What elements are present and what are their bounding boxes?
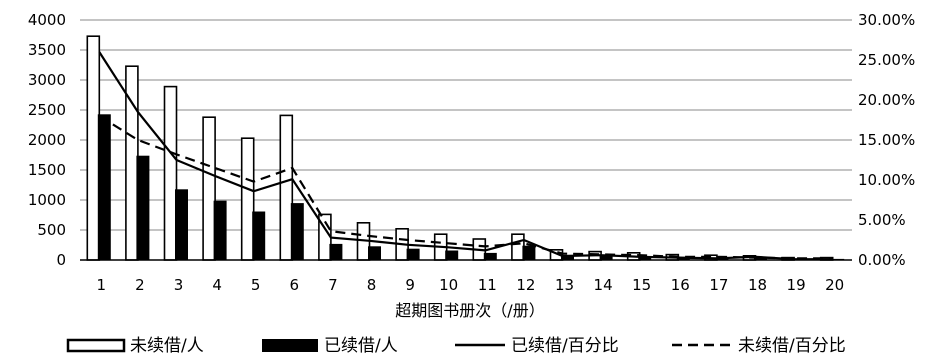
legend-label: 已续借/百分比 <box>511 336 619 356</box>
x-tick-label: 11 <box>478 276 497 294</box>
x-tick-label: 3 <box>174 276 184 294</box>
left-tick-label: 1000 <box>28 191 66 209</box>
legend-label: 已续借/人 <box>324 336 398 356</box>
series-lines <box>98 51 833 261</box>
bar-unrenewed <box>86 35 101 261</box>
bar-renewed <box>522 245 536 261</box>
x-tick-label: 1 <box>97 276 107 294</box>
bar-renewed <box>97 114 111 261</box>
x-tick-label: 14 <box>594 276 613 294</box>
legend-label: 未续借/百分比 <box>738 336 846 356</box>
left-tick-label: 2500 <box>28 101 66 119</box>
x-tick-label: 16 <box>671 276 690 294</box>
left-tick-label: 3500 <box>28 41 66 59</box>
right-tick-label: 30.00% <box>858 11 915 29</box>
bar-unrenewed <box>279 114 294 261</box>
legend-swatch-solid <box>262 339 318 352</box>
left-tick-label: 1500 <box>28 161 66 179</box>
right-tick-label: 10.00% <box>858 171 915 189</box>
x-tick-label: 12 <box>516 276 535 294</box>
x-tick-label: 18 <box>748 276 767 294</box>
right-axis-ticks: 0.00% 5.00% 10.00% 15.00% 20.00% 25.00% 30.00% <box>858 11 915 269</box>
bar-renewed <box>175 189 188 261</box>
bar-unrenewed <box>240 137 255 261</box>
bar-renewed <box>329 243 343 261</box>
x-tick-label: 6 <box>290 276 300 294</box>
bar-unrenewed <box>163 85 178 261</box>
legend-swatch-hollow <box>66 338 126 353</box>
bar-renewed <box>368 246 381 261</box>
left-tick-label: 3000 <box>28 71 66 89</box>
left-axis-ticks: 0 500 1000 1500 2000 2500 3000 3500 4000 <box>28 11 66 269</box>
x-tick-label: 13 <box>555 276 574 294</box>
x-tick-label: 19 <box>787 276 806 294</box>
legend: 未续借/人 已续借/人 已续借/百分比 未续借/百分比 <box>66 336 846 356</box>
right-tick-label: 25.00% <box>858 51 915 69</box>
left-tick-label: 4000 <box>28 11 66 29</box>
bar-renewed <box>136 155 150 261</box>
x-tick-label: 15 <box>632 276 651 294</box>
bar-renewed <box>445 250 459 261</box>
left-tick-label: 0 <box>56 251 66 269</box>
x-tick-label: 17 <box>709 276 728 294</box>
bar-renewed <box>252 211 266 261</box>
bar-renewed <box>483 252 497 261</box>
bar-renewed <box>406 248 420 261</box>
x-tick-label: 2 <box>135 276 145 294</box>
bar-unrenewed <box>202 116 216 261</box>
line-renewed-percent <box>98 51 833 261</box>
x-tick-label: 4 <box>212 276 222 294</box>
right-tick-label: 20.00% <box>858 91 915 109</box>
grid-lines <box>80 19 852 231</box>
bars <box>86 35 845 261</box>
line-unrenewed-percent <box>98 115 833 260</box>
legend-label: 未续借/人 <box>130 336 204 356</box>
x-axis-label: 超期图书册次（/册） <box>395 301 544 320</box>
left-tick-label: 500 <box>37 221 66 239</box>
x-axis-ticks: 1 2 3 4 5 6 7 8 9 10 11 12 13 14 15 16 17 18 19 20 <box>97 276 845 294</box>
x-tick-label: 5 <box>251 276 261 294</box>
bar-renewed <box>213 200 227 261</box>
x-tick-label: 8 <box>367 276 377 294</box>
bar-unrenewed <box>511 233 525 261</box>
right-tick-label: 0.00% <box>858 251 906 269</box>
x-tick-label: 9 <box>405 276 415 294</box>
x-tick-label: 20 <box>825 276 844 294</box>
x-tick-label: 10 <box>439 276 458 294</box>
right-tick-label: 5.00% <box>858 211 906 229</box>
right-tick-label: 15.00% <box>858 131 915 149</box>
left-tick-label: 2000 <box>28 131 66 149</box>
x-tick-label: 7 <box>328 276 338 294</box>
bar-renewed <box>290 203 304 261</box>
